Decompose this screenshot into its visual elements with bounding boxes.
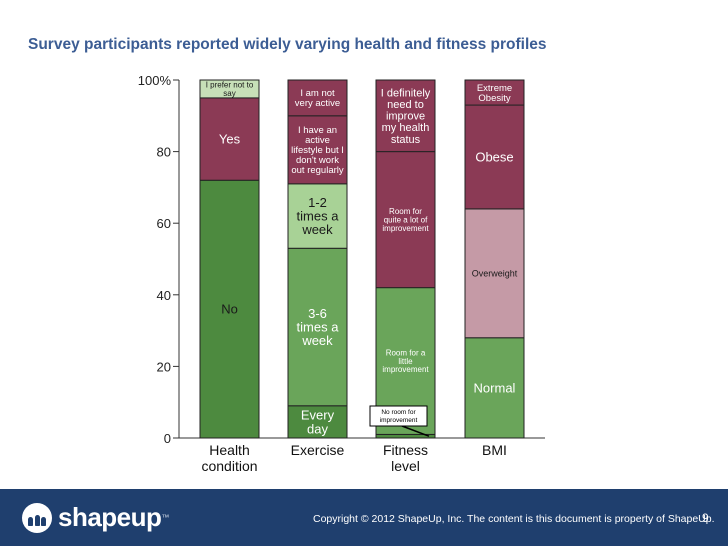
footer-bar: shapeup ™ Copyright © 2012 ShapeUp, Inc.…: [0, 489, 728, 546]
y-tick-label: 40: [157, 288, 171, 303]
copyright-text: Copyright © 2012 ShapeUp, Inc. The conte…: [313, 513, 715, 525]
x-category-label: Exercise: [291, 442, 345, 458]
page-number: 9: [702, 511, 709, 525]
segment-label: Overweight: [472, 268, 518, 278]
shapeup-logo[interactable]: shapeup ™: [22, 502, 169, 533]
bar-segment-exercise-3: [287, 115, 348, 185]
annotation-text: No room for improvement: [380, 409, 418, 424]
segment-label: Room for quite a lot of improvement: [382, 207, 429, 233]
segment-label: Every day: [301, 408, 335, 437]
x-category-label: Fitness level: [383, 442, 428, 474]
logo-people-icon: [22, 502, 52, 533]
x-category-label: BMI: [482, 442, 507, 458]
bar-segment-health-condition-1: [199, 97, 260, 181]
logo-text: shapeup: [58, 502, 162, 532]
y-tick-label: 20: [157, 359, 171, 374]
segment-label: Yes: [219, 132, 241, 147]
y-tick-label: 0: [164, 431, 171, 446]
logo-trademark: ™: [161, 513, 170, 522]
y-tick-label: 60: [157, 216, 171, 231]
segment-label: Normal: [474, 380, 516, 395]
segment-label: Extreme Obesity: [477, 83, 512, 104]
y-tick-label: 100%: [138, 73, 172, 88]
bar-segment-bmi-2: [464, 104, 525, 210]
bar-segment-fitness-level-2: [375, 151, 436, 289]
segment-label: I definitely need to improve my health statu…: [381, 88, 431, 146]
bar-segment-exercise-0: [287, 405, 348, 439]
bar-segment-fitness-level-3: [375, 79, 436, 153]
segment-label: 1-2 times a week: [297, 195, 340, 237]
bar-segment-bmi-0: [464, 337, 525, 439]
stacked-bar-chart: 0 20 40 60 80 100% No Yes I prefer not to say Heal…: [138, 73, 545, 474]
x-category-label: Health condition: [201, 442, 257, 474]
bar-segment-exercise-2: [287, 183, 348, 249]
y-tick-label: 80: [157, 145, 171, 160]
bar-segment-bmi-1: [464, 208, 525, 339]
annotation-box: [369, 405, 428, 427]
segment-label: Obese: [475, 150, 513, 165]
annotation-leader-line: [401, 425, 430, 437]
segment-label: I am not very active: [295, 88, 340, 109]
bar-segment-exercise-4: [287, 79, 348, 117]
segment-label: I prefer not to say: [206, 81, 254, 98]
segment-label: 3-6 times a week: [297, 306, 340, 348]
bar-segment-bmi-3: [464, 79, 525, 106]
bar-segment-health-condition-2: [199, 79, 260, 99]
segment-label: No: [221, 302, 238, 317]
segment-label: Room for a little improvement: [382, 348, 429, 374]
chart-title: Survey participants reported widely vary…: [28, 36, 547, 53]
